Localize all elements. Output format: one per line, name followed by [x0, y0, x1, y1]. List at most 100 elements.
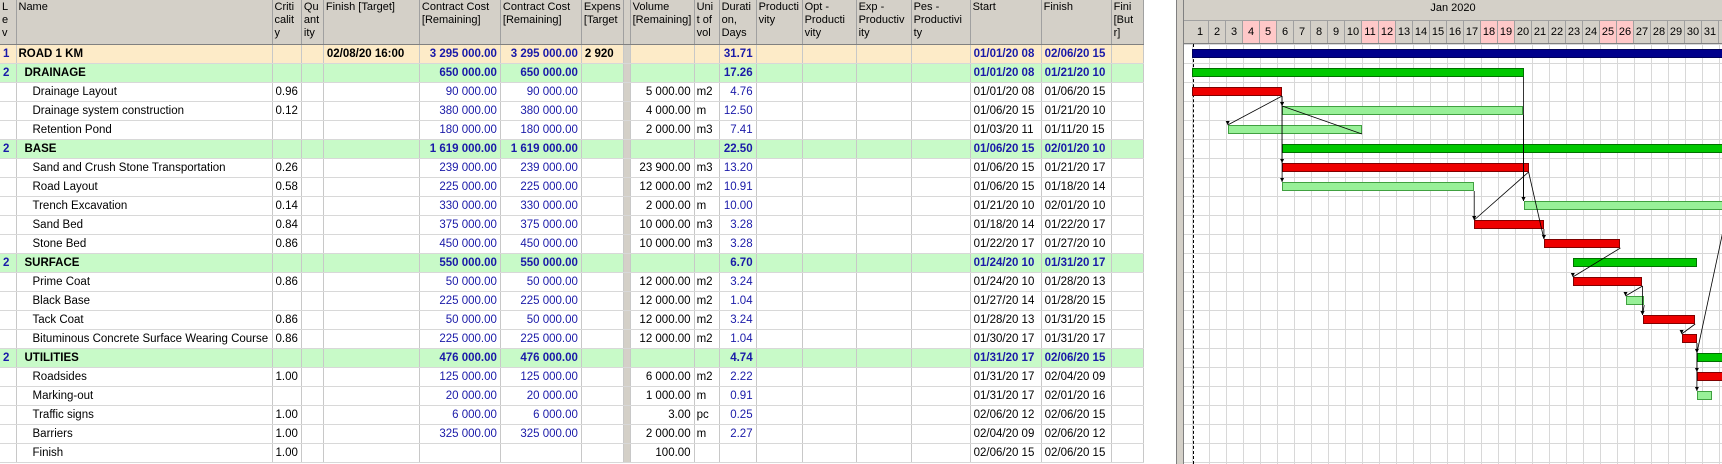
cell-volume[interactable]: 2 000.00: [630, 424, 695, 444]
empty-cell[interactable]: [756, 101, 803, 121]
cell-cost2[interactable]: 180 000.00: [500, 120, 582, 140]
col-header-duration[interactable]: Durati on, Days: [719, 0, 757, 45]
cell-start[interactable]: 02/06/20 12: [970, 405, 1042, 425]
cell-volume[interactable]: 1 000.00: [630, 386, 695, 406]
cell-finish[interactable]: 01/28/20 13: [1041, 272, 1112, 292]
empty-cell[interactable]: [856, 386, 912, 406]
gantt-bar-light[interactable]: [1696, 391, 1713, 400]
cell-name[interactable]: Prime Coat: [16, 272, 273, 292]
cell-cost2[interactable]: 239 000.00: [500, 158, 582, 178]
col-header-lev[interactable]: L e v: [0, 0, 17, 45]
gantt-bar-red[interactable]: [1572, 277, 1643, 286]
empty-cell[interactable]: [1111, 272, 1144, 292]
cell-unit[interactable]: m: [694, 196, 720, 216]
empty-cell[interactable]: [911, 63, 971, 83]
cell-volume[interactable]: 23 900.00: [630, 158, 695, 178]
empty-cell[interactable]: [802, 253, 857, 273]
empty-cell[interactable]: [856, 177, 912, 197]
empty-cell[interactable]: [1111, 82, 1144, 102]
cell-cost2[interactable]: 325 000.00: [500, 424, 582, 444]
cell-unit[interactable]: m2: [694, 177, 720, 197]
task-row[interactable]: Sand and Crush Stone Transportation 0.26 2…: [0, 158, 1144, 178]
empty-cell[interactable]: [1111, 63, 1144, 83]
cell-lev[interactable]: [0, 177, 17, 197]
cell-duration[interactable]: 22.50: [719, 139, 757, 159]
cell-finish[interactable]: 01/21/20 17: [1041, 158, 1112, 178]
cell-duration[interactable]: 3.28: [719, 215, 757, 235]
cell-qty[interactable]: [301, 291, 324, 311]
gantt-bar-green[interactable]: [1696, 353, 1722, 362]
cell-volume[interactable]: 10 000.00: [630, 215, 695, 235]
cell-fin-target[interactable]: [323, 158, 420, 178]
cell-volume[interactable]: 12 000.00: [630, 329, 695, 349]
cell-cost1[interactable]: 50 000.00: [419, 310, 501, 330]
cell-duration[interactable]: 7.41: [719, 120, 757, 140]
cell-name[interactable]: BASE: [16, 139, 273, 159]
cell-cost2[interactable]: 380 000.00: [500, 101, 582, 121]
cell-start[interactable]: 01/01/20 08: [970, 44, 1042, 64]
cell-fin-target[interactable]: [323, 405, 420, 425]
empty-cell[interactable]: [802, 82, 857, 102]
task-row[interactable]: Sand Bed 0.84 375 000.00 375 000.00 10 000.0…: [0, 215, 1144, 235]
gantt-bar-red[interactable]: [1192, 87, 1283, 96]
cell-unit[interactable]: [694, 348, 720, 368]
col-header-finish-but[interactable]: Fini [But r]: [1111, 0, 1144, 45]
task-row[interactable]: Finish 1.00 100.00 02/06/20 15 02/06/20 15: [0, 443, 1144, 463]
summary-row[interactable]: 2 SURFACE 550 000.00 550 000.00 6.70 01/24/20…: [0, 253, 1144, 273]
empty-cell[interactable]: [911, 291, 971, 311]
cell-cost1[interactable]: 476 000.00: [419, 348, 501, 368]
col-header-expense-target[interactable]: Expens [Target: [581, 0, 624, 45]
cell-qty[interactable]: [301, 234, 324, 254]
cell-expense[interactable]: [581, 101, 624, 121]
cell-expense[interactable]: [581, 139, 624, 159]
cell-cost2[interactable]: 50 000.00: [500, 310, 582, 330]
cell-finish[interactable]: 02/06/20 15: [1041, 405, 1112, 425]
cell-qty[interactable]: [301, 348, 324, 368]
cell-duration[interactable]: 3.28: [719, 234, 757, 254]
cell-qty[interactable]: [301, 367, 324, 387]
empty-cell[interactable]: [911, 348, 971, 368]
task-row[interactable]: Bituminous Concrete Surface Wearing Cour…: [0, 329, 1144, 349]
cell-fin-target[interactable]: 02/08/20 16:00: [323, 44, 420, 64]
cell-crit[interactable]: 0.96: [272, 82, 302, 102]
cell-cost2[interactable]: 3 295 000.00: [500, 44, 582, 64]
cell-name[interactable]: Traffic signs: [16, 405, 273, 425]
empty-cell[interactable]: [756, 405, 803, 425]
cell-cost2[interactable]: 125 000.00: [500, 367, 582, 387]
cell-lev[interactable]: 2: [0, 63, 17, 83]
task-row[interactable]: Roadsides 1.00 125 000.00 125 000.00 6 000.0…: [0, 367, 1144, 387]
empty-cell[interactable]: [756, 443, 803, 463]
col-header-contract-cost-2[interactable]: Contract Cost [Remaining]: [500, 0, 582, 45]
cell-duration[interactable]: 17.26: [719, 63, 757, 83]
cell-cost1[interactable]: 325 000.00: [419, 424, 501, 444]
task-row[interactable]: Marking-out 20 000.00 20 000.00 1 000.00 m 0.…: [0, 386, 1144, 406]
cell-finish[interactable]: 01/18/20 14: [1041, 177, 1112, 197]
task-row[interactable]: Black Base 225 000.00 225 000.00 12 000.00 m…: [0, 291, 1144, 311]
cell-duration[interactable]: 0.25: [719, 405, 757, 425]
cell-cost1[interactable]: 20 000.00: [419, 386, 501, 406]
gantt-bar-red[interactable]: [1474, 220, 1544, 229]
cell-fin-target[interactable]: [323, 234, 420, 254]
empty-cell[interactable]: [756, 234, 803, 254]
cell-lev[interactable]: [0, 272, 17, 292]
cell-qty[interactable]: [301, 82, 324, 102]
cell-cost1[interactable]: 650 000.00: [419, 63, 501, 83]
empty-cell[interactable]: [1111, 443, 1144, 463]
cell-expense[interactable]: [581, 424, 624, 444]
col-header-unit[interactable]: Uni t of vol: [694, 0, 720, 45]
cell-lev[interactable]: 2: [0, 139, 17, 159]
empty-cell[interactable]: [756, 367, 803, 387]
cell-duration[interactable]: 10.91: [719, 177, 757, 197]
empty-cell[interactable]: [911, 329, 971, 349]
cell-unit[interactable]: m: [694, 424, 720, 444]
empty-cell[interactable]: [1111, 405, 1144, 425]
cell-name[interactable]: Road Layout: [16, 177, 273, 197]
cell-unit[interactable]: [694, 63, 720, 83]
cell-lev[interactable]: [0, 120, 17, 140]
empty-cell[interactable]: [802, 120, 857, 140]
empty-cell[interactable]: [911, 253, 971, 273]
empty-cell[interactable]: [802, 101, 857, 121]
empty-cell[interactable]: [802, 44, 857, 64]
cell-duration[interactable]: 4.74: [719, 348, 757, 368]
empty-cell[interactable]: [856, 215, 912, 235]
